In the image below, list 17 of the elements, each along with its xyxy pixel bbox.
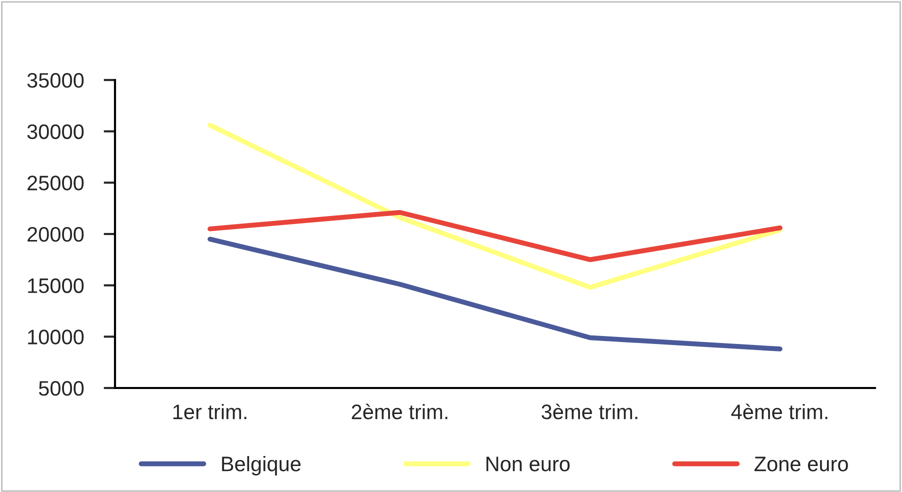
line-series <box>208 236 782 352</box>
legend-label: Non euro <box>486 456 570 472</box>
y-tick-label: 15000 <box>28 278 84 294</box>
x-tick-label: 4ème trim. <box>731 404 828 420</box>
line-series <box>208 122 782 290</box>
y-tick-label: 30000 <box>27 124 84 140</box>
y-tick-label: 35000 <box>27 73 84 88</box>
y-tick-label: 25000 <box>28 176 84 190</box>
x-tick-label: 3ème trim. <box>542 404 638 420</box>
x-tick-label: 2ème trim. <box>352 404 448 420</box>
legend-label: Belgique <box>222 456 301 476</box>
legend-label: Zone euro <box>754 456 848 472</box>
line-series <box>208 210 782 262</box>
y-tick-label: 5000 <box>38 381 84 396</box>
y-tick-label: 10000 <box>28 330 84 344</box>
x-tick-label: 1er trim. <box>173 404 246 420</box>
y-tick-label: 20000 <box>28 227 84 242</box>
